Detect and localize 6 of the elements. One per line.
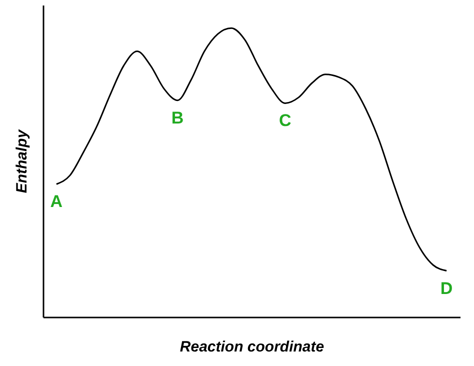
annotation: D	[440, 278, 453, 298]
annotation: A	[50, 192, 63, 212]
annotation: C	[278, 111, 292, 130]
annotation: B	[171, 108, 184, 128]
x-axis-title: Reaction coordinate	[180, 338, 324, 356]
y-axis-title: Enthalpy	[14, 129, 30, 194]
